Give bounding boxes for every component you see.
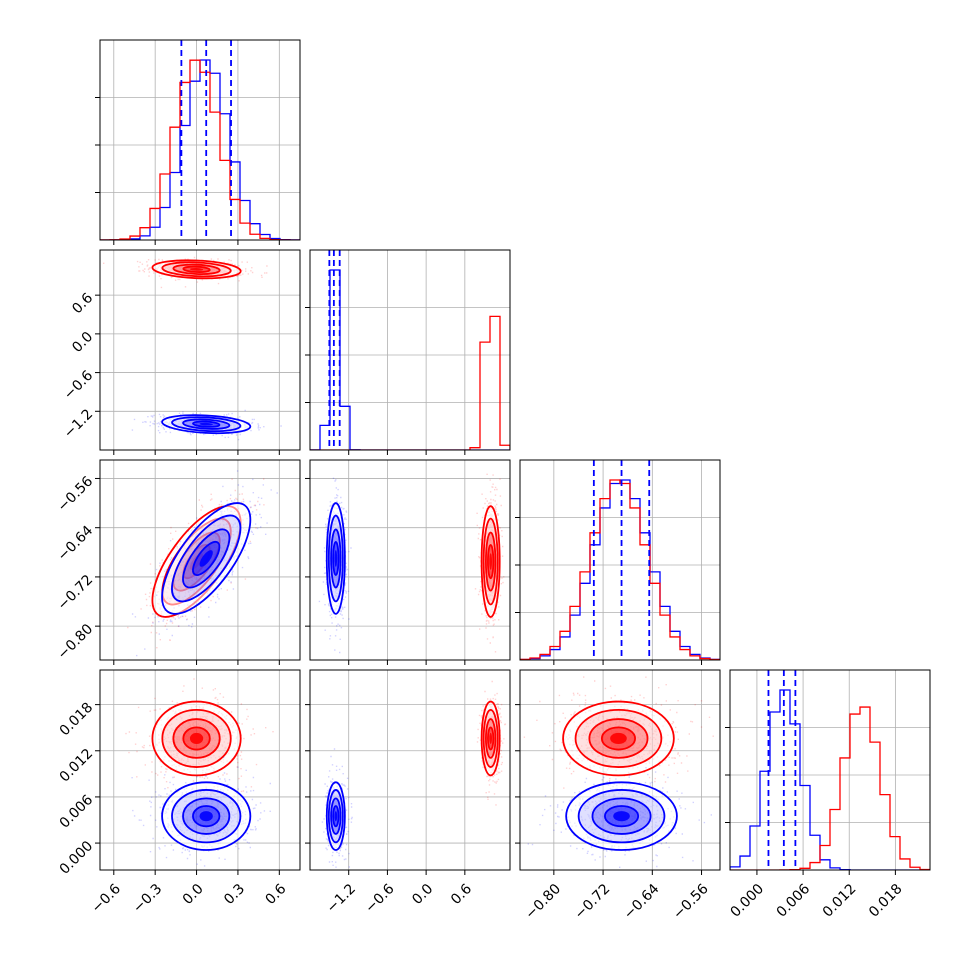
panel-3-3 (725, 669, 931, 875)
density-peak (610, 732, 627, 745)
x-tick-label: 0.012 (820, 881, 860, 921)
density-peak (334, 811, 338, 822)
y-tick-label: −1.2 (61, 406, 96, 441)
panel-frame (99, 39, 301, 241)
density-peak (189, 267, 204, 271)
density-peak (613, 811, 630, 822)
y-tick-label: 0.012 (57, 746, 97, 786)
y-tick-label: 0.0 (69, 329, 96, 356)
histogram-panel (310, 250, 510, 450)
x-tick-label: −0.80 (522, 881, 564, 923)
contour-line (161, 781, 252, 851)
panel-frame (729, 669, 931, 871)
panel-frame (519, 669, 721, 871)
x-tick-label: −1.2 (324, 881, 359, 916)
contour-line (565, 781, 678, 851)
contour-line (325, 781, 346, 851)
y-tick-label: 0.006 (57, 792, 97, 832)
scatter-panel (103, 256, 282, 441)
x-tick-label: 0.006 (774, 881, 814, 921)
density-peak (489, 732, 493, 745)
panel-frame (309, 249, 511, 451)
y-tick-label: 0.018 (57, 700, 97, 740)
panel-2-1 (305, 459, 511, 665)
y-tick-label: 0.000 (57, 838, 97, 878)
density-peak (199, 422, 213, 426)
y-tick-label: −0.6 (61, 367, 96, 402)
panel-frame (99, 669, 301, 871)
histogram-step (100, 59, 300, 240)
histogram-step (310, 315, 510, 450)
panel-3-0 (95, 669, 301, 875)
contour-line (480, 700, 501, 777)
histogram-step (520, 479, 720, 660)
x-tick-label: −0.64 (621, 881, 663, 923)
histogram-step (100, 59, 300, 240)
panel-frame (519, 459, 721, 661)
density-peak (199, 550, 213, 567)
x-tick-label: 0.0 (180, 881, 207, 908)
y-tick-label: −0.72 (55, 572, 97, 614)
panel-frame (309, 669, 511, 871)
x-tick-label: −0.3 (130, 881, 165, 916)
panel-frame (99, 459, 301, 661)
contour-line (325, 502, 346, 615)
contour-line (151, 700, 242, 777)
x-tick-label: 0.6 (263, 881, 290, 908)
x-tick-label: −0.56 (670, 881, 712, 923)
panel-frame (99, 249, 301, 451)
histogram-step (520, 479, 720, 660)
density-peak (489, 553, 492, 570)
density-peak (199, 811, 213, 822)
panel-0-0 (95, 39, 301, 245)
x-tick-label: 0.000 (728, 881, 768, 921)
contour-line (151, 259, 242, 280)
panel-frame (309, 459, 511, 661)
histogram-step (730, 689, 930, 870)
density-peak (334, 550, 338, 567)
x-tick-label: 0.3 (221, 881, 248, 908)
contour-line (161, 502, 252, 615)
panel-3-1 (305, 669, 511, 875)
scatter-panel (523, 676, 714, 868)
panel-2-0 (95, 459, 301, 665)
y-tick-label: −0.56 (55, 473, 97, 515)
y-tick-label: −0.80 (55, 621, 97, 663)
x-tick-label: −0.6 (362, 881, 397, 916)
panel-1-1 (305, 249, 511, 455)
histogram-panel (730, 670, 930, 870)
scatter-panel (318, 473, 505, 660)
x-tick-label: −0.72 (572, 881, 614, 923)
contour-line (161, 414, 252, 435)
panel-1-0 (95, 249, 301, 455)
x-tick-label: −0.6 (89, 881, 124, 916)
y-tick-label: −0.64 (55, 523, 97, 565)
scatter-panel (127, 470, 278, 660)
histogram-panel (100, 40, 300, 240)
panel-2-2 (515, 459, 721, 665)
x-tick-label: 0.0 (409, 881, 436, 908)
panel-3-2 (515, 669, 721, 875)
histogram-panel (520, 460, 720, 660)
contour-line (480, 505, 501, 618)
scatter-panel (125, 678, 274, 867)
contour-line (562, 700, 675, 777)
x-tick-label: 0.018 (866, 881, 906, 921)
x-tick-label: 0.6 (448, 881, 475, 908)
y-tick-label: 0.6 (69, 290, 96, 317)
scatter-panel (321, 680, 507, 868)
density-peak (189, 732, 204, 745)
